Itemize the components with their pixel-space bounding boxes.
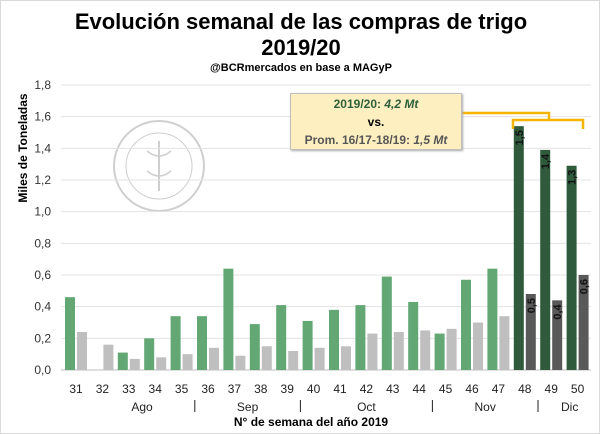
x-tick-label: 46: [465, 382, 479, 396]
y-tick-label: 0,6: [34, 268, 51, 282]
annotation-vs: vs.: [367, 115, 385, 129]
data-label: 0,6: [579, 279, 591, 294]
bar-2019-20-week-35: [170, 316, 181, 370]
x-tick-label: 34: [149, 382, 163, 396]
data-label: 0,5: [526, 298, 538, 313]
bar-2019-20-week-43: [381, 276, 392, 370]
bar-promedio-week-39: [288, 351, 299, 370]
y-tick-label: 1,2: [34, 173, 51, 187]
x-tick-label: 32: [96, 382, 110, 396]
x-tick-label: 36: [201, 382, 215, 396]
x-tick-label: 31: [69, 382, 83, 396]
y-tick-label: 0,4: [34, 300, 51, 314]
x-tick-label: 37: [228, 382, 242, 396]
bar-promedio-week-32: [103, 344, 114, 370]
x-tick-label: 42: [360, 382, 374, 396]
bar-promedio-week-37: [235, 355, 246, 370]
x-tick-label: 47: [492, 382, 506, 396]
bar-2019-20-week-37: [223, 268, 234, 370]
annotation-box: 2019/20: 4,2 Mt vs. Prom. 16/17-18/19: 1…: [290, 93, 462, 150]
bar-promedio-week-42: [367, 333, 378, 370]
watermark-logo: [113, 120, 205, 212]
bar-promedio-week-33: [129, 358, 140, 370]
bar-promedio-week-45: [446, 328, 457, 370]
bar-promedio-week-36: [209, 347, 219, 370]
x-tick-label: 38: [254, 382, 268, 396]
bar-2019-20-week-44: [408, 301, 419, 370]
x-tick-label: 40: [307, 382, 321, 396]
bar-promedio-week-44: [420, 330, 431, 370]
bar-2019-20-week-47: [487, 268, 498, 370]
data-label: 1,5: [514, 130, 526, 145]
month-label: Sep: [237, 400, 259, 414]
bar-promedio-week-40: [314, 347, 325, 370]
bar-promedio-week-50: [578, 275, 589, 370]
bar-2019-20-week-36: [197, 316, 207, 370]
month-label: Ago: [131, 400, 153, 414]
x-tick-label: 44: [413, 382, 427, 396]
bar-promedio-week-43: [393, 332, 404, 370]
bar-2019-20-week-33: [117, 352, 128, 370]
y-tick-label: 1,8: [34, 78, 51, 92]
bar-promedio-week-34: [156, 357, 167, 370]
month-label: Dic: [561, 400, 578, 414]
x-tick-label: 41: [333, 382, 347, 396]
bar-2019-20-week-38: [249, 324, 260, 370]
bar-promedio-week-49: [552, 300, 563, 370]
x-tick-label: 50: [571, 382, 585, 396]
bar-2019-20-week-50: [566, 165, 577, 370]
bar-promedio-week-48: [525, 294, 536, 370]
x-tick-label: 45: [439, 382, 453, 396]
bar-2019-20-week-46: [461, 279, 471, 370]
data-label: 1,3: [567, 170, 579, 185]
bar-promedio-week-38: [261, 346, 272, 370]
annotation-label: Prom. 16/17-18/19:: [304, 133, 411, 147]
y-tick-label: 1,6: [34, 110, 51, 124]
bar-2019-20-week-41: [329, 309, 339, 370]
x-tick-label: 49: [545, 382, 559, 396]
y-tick-label: 0,8: [34, 236, 51, 250]
bracket: [462, 111, 585, 129]
chart-title: Evolución semanal de las compras de trig…: [74, 9, 528, 34]
chart-title-line2: 2019/20: [261, 35, 341, 60]
data-label: 1,4: [540, 153, 552, 169]
bar-promedio-week-35: [182, 354, 193, 370]
chart-subtitle: @BCRmercados en base a MAGyP: [210, 62, 392, 74]
y-tick-label: 1,4: [34, 141, 51, 155]
data-label: 0,4: [552, 303, 564, 319]
bar-2019-20-week-34: [144, 338, 155, 370]
annotation-label: 2019/20:: [333, 97, 381, 111]
bar-2019-20-week-40: [302, 320, 313, 370]
x-tick-label: 33: [122, 382, 136, 396]
x-tick-label: 43: [386, 382, 400, 396]
bar-promedio-week-47: [499, 316, 510, 370]
bar-2019-20-week-49: [540, 149, 551, 370]
bar-promedio-week-31: [77, 332, 87, 370]
y-tick-label: 1,0: [34, 205, 51, 219]
month-label: Nov: [475, 400, 496, 414]
bar-2019-20-week-39: [276, 305, 287, 370]
x-axis-label: N° de semana del año 2019: [233, 415, 389, 429]
y-tick-label: 0,2: [34, 331, 51, 345]
bar-2019-20-week-45: [434, 333, 445, 370]
annotation-value: 4,2 Mt: [384, 97, 419, 111]
x-tick-label: 48: [518, 382, 532, 396]
bar-promedio-week-46: [473, 322, 483, 370]
bar-2019-20-week-42: [355, 305, 366, 370]
x-tick-label: 35: [175, 382, 189, 396]
y-tick-label: 0,0: [34, 363, 51, 377]
bar-2019-20-week-31: [65, 297, 75, 370]
annotation-value: 1,5 Mt: [413, 133, 448, 147]
bar-promedio-week-41: [341, 346, 351, 370]
bar-2019-20-week-48: [513, 126, 524, 371]
month-label: Oct: [357, 400, 376, 414]
x-tick-label: 39: [281, 382, 295, 396]
